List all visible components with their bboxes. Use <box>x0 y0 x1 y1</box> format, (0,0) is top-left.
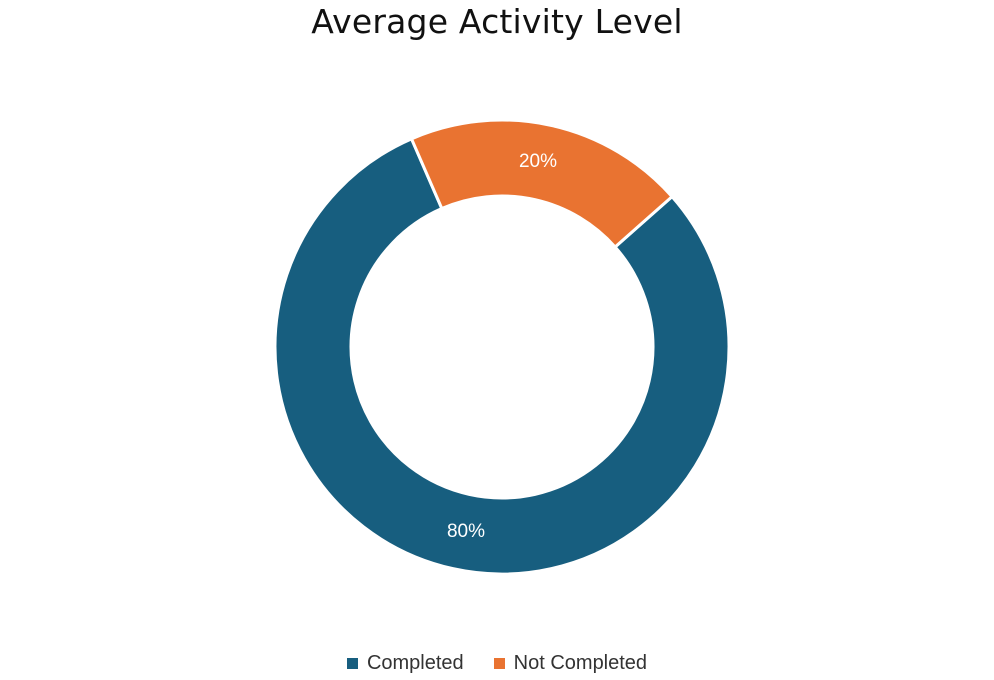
legend-swatch-completed <box>346 658 358 669</box>
donut-slice-not-completed <box>409 118 675 250</box>
legend: Completed Not Completed <box>0 652 994 675</box>
legend-label-completed: Completed <box>366 652 464 674</box>
donut-slice-completed <box>273 136 731 576</box>
legend-swatch-not-completed <box>493 658 505 669</box>
legend-label-not-completed: Not Completed <box>513 652 648 674</box>
chart-title: Average Activity Level <box>311 2 683 41</box>
data-label-completed: 80% <box>447 521 485 542</box>
legend-item-completed: Completed <box>346 652 464 675</box>
legend-item-not-completed: Not Completed <box>493 652 648 675</box>
data-label-not-completed: 20% <box>519 151 557 172</box>
